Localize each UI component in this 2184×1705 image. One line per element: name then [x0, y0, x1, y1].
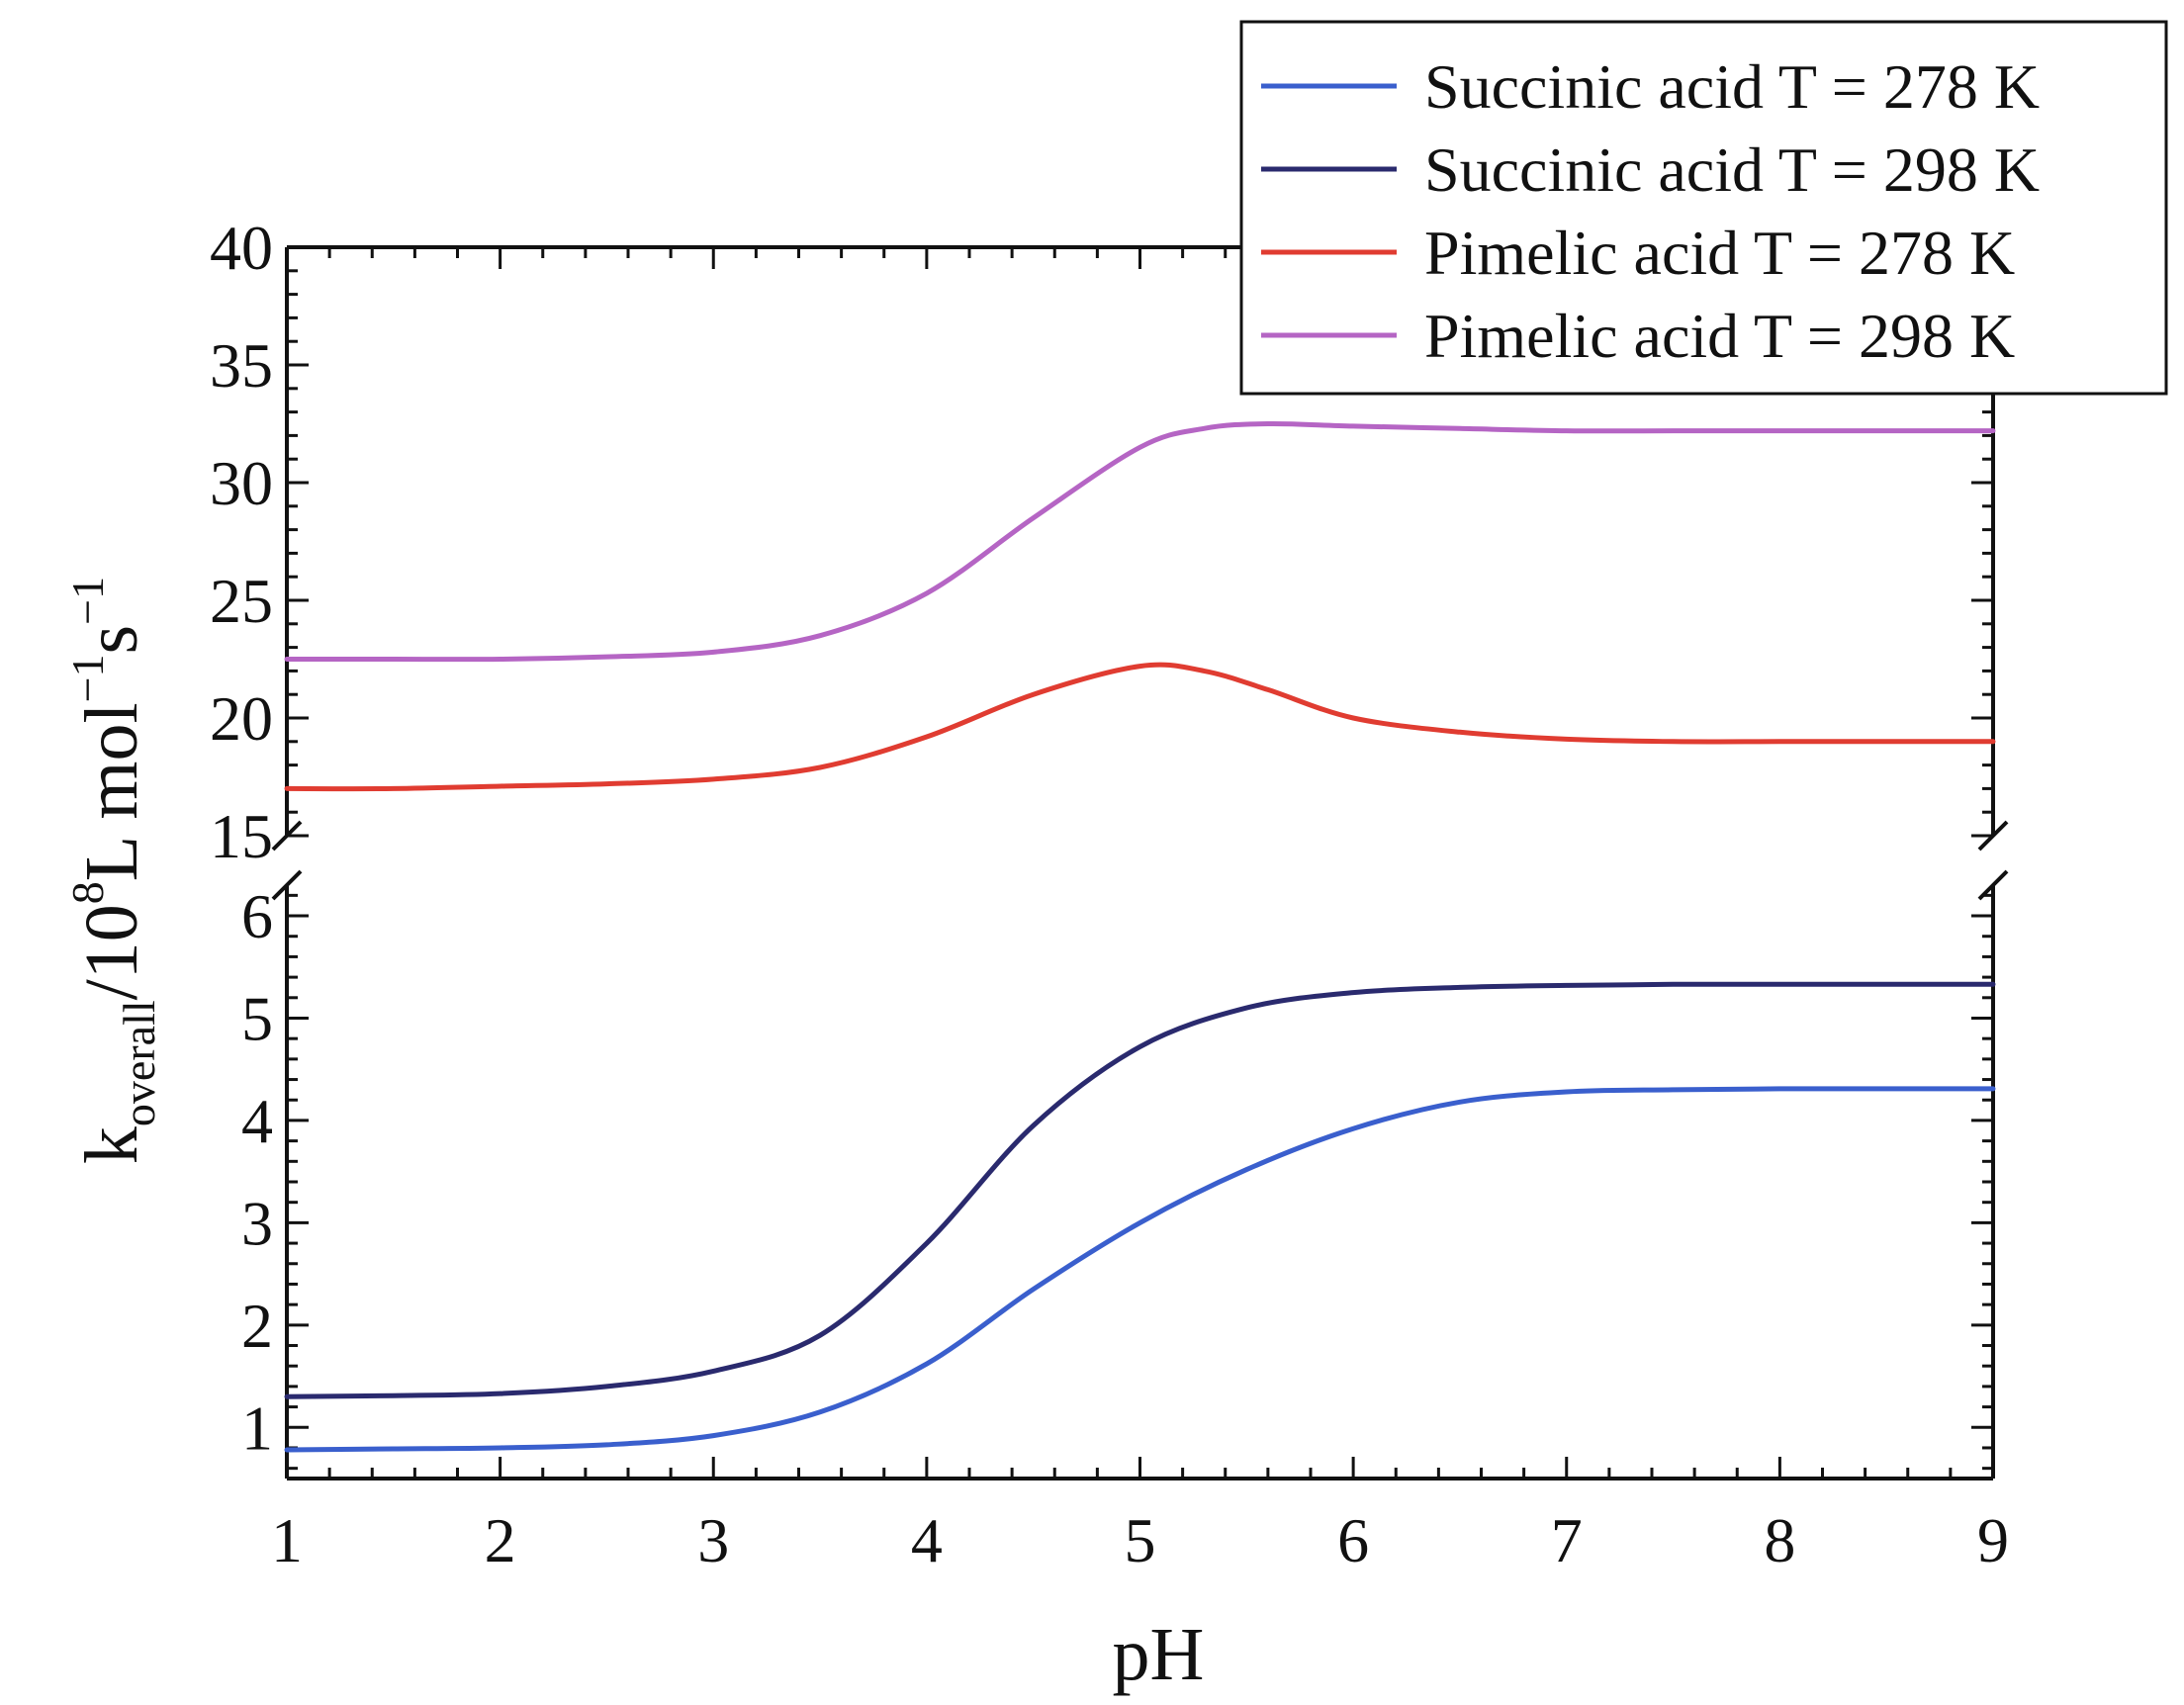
axis-break-mark — [271, 869, 303, 901]
series-line-2 — [284, 662, 1996, 792]
y-tick-label-upper: 30 — [210, 448, 273, 518]
x-axis-title: pH — [1113, 1613, 1205, 1696]
x-tick-label: 5 — [1125, 1505, 1156, 1575]
y-axis-title-exp3: −1 — [62, 577, 113, 625]
y-axis-title-prefix: /10 — [70, 904, 153, 1000]
x-tick-label: 1 — [271, 1505, 303, 1575]
y-tick-label-lower: 5 — [241, 983, 273, 1053]
x-tick-label: 9 — [1977, 1505, 2009, 1575]
legend-label-3: Pimelic acid T = 298 K — [1424, 301, 2015, 371]
legend: Succinic acid T = 278 K Succinic acid T =… — [1239, 20, 2168, 396]
y-axis-title-end: s — [70, 625, 153, 655]
legend-label-2: Pimelic acid T = 278 K — [1424, 218, 2015, 288]
y-tick-label-lower: 2 — [241, 1291, 273, 1361]
y-tick-label-upper: 20 — [210, 683, 273, 754]
series-line-0 — [284, 1086, 1996, 1453]
y-axis-title-sub: overall — [114, 1000, 164, 1126]
x-tick-label: 8 — [1764, 1505, 1795, 1575]
legend-label-0: Succinic acid T = 278 K — [1424, 51, 2040, 122]
series-line-3 — [284, 420, 1996, 663]
y-tick-label-upper: 15 — [210, 801, 273, 871]
x-tick-label: 2 — [485, 1505, 516, 1575]
y-tick-label-upper: 25 — [210, 566, 273, 636]
y-tick-label-upper: 40 — [210, 213, 273, 283]
x-tick-label: 6 — [1337, 1505, 1369, 1575]
x-tick-label: 3 — [697, 1505, 729, 1575]
y-axis-title-exp: 8 — [62, 881, 113, 904]
y-tick-label-lower: 1 — [241, 1392, 273, 1463]
y-axis-title: koverall/108L mol−1s−1 — [62, 577, 164, 1164]
x-tick-label: 4 — [911, 1505, 943, 1575]
y-tick-labels: 1 2 3 4 5 6 15 20 25 30 35 40 — [210, 213, 273, 1463]
series-lines — [284, 420, 1996, 1453]
x-tick-label: 7 — [1551, 1505, 1583, 1575]
series-line-1 — [284, 981, 1996, 1399]
y-axis-title-mid: L mol — [70, 702, 153, 881]
x-tick-labels: 1 2 3 4 5 6 7 8 9 — [271, 1505, 2009, 1575]
legend-label-1: Succinic acid T = 298 K — [1424, 135, 2040, 205]
y-tick-label-lower: 6 — [241, 881, 273, 951]
y-tick-label-lower: 3 — [241, 1188, 273, 1258]
y-axis-title-exp2: −1 — [62, 654, 113, 702]
y-tick-label-upper: 35 — [210, 330, 273, 401]
y-axis-title-main: k — [70, 1126, 153, 1164]
y-tick-label-lower: 4 — [241, 1086, 273, 1156]
